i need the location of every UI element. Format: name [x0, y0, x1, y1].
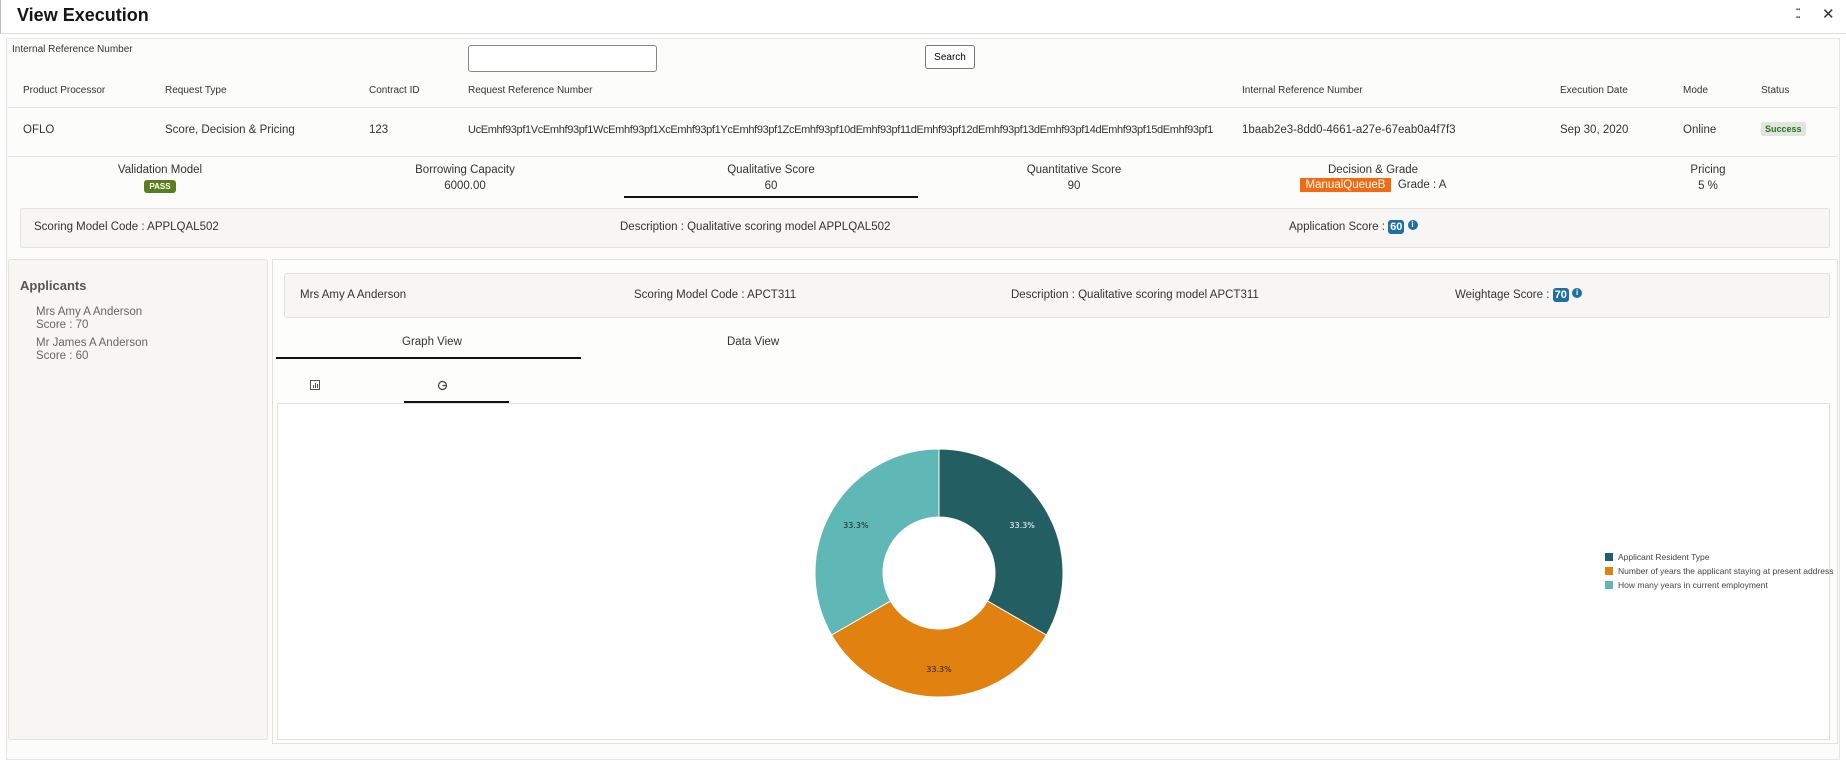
- pricing-value: 5 %: [1698, 180, 1718, 192]
- applicant-detail-box: Mrs Amy A Anderson Scoring Model Code : …: [284, 273, 1830, 318]
- dialog-header: View Execution ⁚⁚ ✕: [0, 0, 1846, 34]
- grade-value: Grade : A: [1397, 179, 1447, 191]
- applicants-title: Applicants: [20, 278, 87, 293]
- legend-item[interactable]: How many years in current employment: [1605, 580, 1768, 590]
- decision-badge: ManualQueueB: [1299, 178, 1392, 192]
- col-header-mode: Mode: [1683, 85, 1709, 96]
- pie-chart-icon[interactable]: [437, 380, 448, 391]
- applicant-item[interactable]: Mr James A Anderson Score : 60: [36, 337, 148, 363]
- applicant-item[interactable]: Mrs Amy A Anderson Score : 70: [36, 306, 142, 332]
- active-chart-underline: [404, 401, 509, 403]
- cell-mode: Online: [1683, 124, 1717, 136]
- col-header-request-type: Request Type: [165, 85, 227, 96]
- divider: [8, 156, 1838, 157]
- legend-label: Applicant Resident Type: [1618, 552, 1710, 562]
- chart-container: 33.3% 33.3% 33.3%: [277, 403, 1830, 740]
- cell-execution-date: Sep 30, 2020: [1560, 124, 1629, 136]
- applicant-detail-name: Mrs Amy A Anderson: [300, 289, 407, 301]
- legend-item[interactable]: Number of years the applicant staying at…: [1605, 566, 1833, 576]
- active-tab-underline: [276, 357, 581, 359]
- validation-model: Validation Model PASS: [30, 164, 290, 193]
- search-label: Internal Reference Number: [12, 44, 133, 55]
- legend-item[interactable]: Applicant Resident Type: [1605, 552, 1710, 562]
- search-button[interactable]: Search: [925, 45, 975, 69]
- info-icon[interactable]: i: [1572, 288, 1583, 298]
- borrowing-capacity-label: Borrowing Capacity: [415, 164, 515, 176]
- scoring-description: Description : Qualitative scoring model …: [620, 221, 891, 233]
- active-tab-underline: [624, 196, 918, 198]
- slice-label: 33.3%: [843, 521, 869, 530]
- donut-slice[interactable]: [830, 600, 1048, 698]
- qualitative-score-value: 60: [764, 180, 778, 192]
- legend-swatch: [1605, 581, 1613, 589]
- weightage-score: Weightage Score : 70 i: [1455, 288, 1583, 302]
- qualitative-score-tab[interactable]: Qualitative Score 60: [641, 164, 901, 192]
- donut-slice[interactable]: [938, 448, 1064, 636]
- applicant-score: Score : 70: [36, 319, 89, 331]
- scoring-model-box: Scoring Model Code : APPLQAL502 Descript…: [20, 208, 1830, 248]
- cell-product-processor: OFLO: [23, 124, 55, 136]
- pass-badge: PASS: [144, 180, 176, 193]
- quantitative-score-label: Quantitative Score: [1026, 164, 1122, 176]
- applicants-panel: Applicants Mrs Amy A Anderson Score : 70…: [8, 259, 268, 740]
- col-header-product-processor: Product Processor: [23, 85, 106, 96]
- info-icon[interactable]: i: [1407, 220, 1418, 230]
- divider: [8, 107, 1838, 108]
- cell-contract-id: 123: [369, 124, 389, 136]
- quantitative-score-value: 90: [1067, 180, 1081, 192]
- donut-slice[interactable]: [814, 448, 940, 636]
- cell-request-type: Score, Decision & Pricing: [165, 124, 295, 136]
- decision-grade-label: Decision & Grade: [1327, 164, 1419, 176]
- legend-label: How many years in current employment: [1618, 580, 1768, 590]
- decision-grade: Decision & Grade ManualQueueB Grade : A: [1243, 164, 1503, 192]
- status-badge: Success: [1761, 122, 1806, 136]
- donut-chart: 33.3% 33.3% 33.3%: [814, 448, 1064, 698]
- applicant-name: Mr James A Anderson: [36, 337, 148, 349]
- legend-label: Number of years the applicant staying at…: [1618, 566, 1834, 576]
- applicant-description: Description : Qualitative scoring model …: [1011, 289, 1259, 301]
- col-header-execution-date: Execution Date: [1560, 85, 1628, 96]
- tab-graph-view[interactable]: Graph View: [402, 336, 462, 348]
- close-icon[interactable]: ✕: [1822, 6, 1835, 23]
- borrowing-capacity-value: 6000.00: [444, 180, 486, 192]
- page-title: View Execution: [17, 5, 149, 25]
- application-score-label: Application Score :: [1289, 221, 1385, 233]
- col-header-contract-id: Contract ID: [369, 85, 420, 96]
- quantitative-score-tab[interactable]: Quantitative Score 90: [944, 164, 1204, 192]
- application-score-badge: 60: [1388, 220, 1405, 234]
- cell-request-reference: UcEmhf93pf1VcEmhf93pf1WcEmhf93pf1XcEmhf9…: [468, 124, 1213, 136]
- pricing-label: Pricing: [1690, 164, 1726, 176]
- col-header-status: Status: [1761, 85, 1790, 96]
- internal-reference-input[interactable]: [468, 45, 657, 72]
- cell-internal-reference: 1baab2e3-8dd0-4661-a27e-67eab0a4f7f3: [1242, 124, 1456, 136]
- applicant-model-code: Scoring Model Code : APCT311: [634, 289, 797, 301]
- bar-chart-icon[interactable]: [310, 380, 320, 390]
- legend-swatch: [1605, 567, 1613, 575]
- weightage-score-badge: 70: [1552, 288, 1569, 302]
- legend-swatch: [1605, 553, 1613, 561]
- scoring-model-code: Scoring Model Code : APPLQAL502: [34, 221, 219, 233]
- applicant-score: Score : 60: [36, 350, 89, 362]
- tab-data-view[interactable]: Data View: [727, 336, 780, 348]
- validation-model-label: Validation Model: [117, 164, 203, 176]
- qualitative-score-label: Qualitative Score: [727, 164, 815, 176]
- application-score: Application Score : 60 i: [1289, 220, 1418, 234]
- col-header-internal-reference: Internal Reference Number: [1242, 85, 1363, 96]
- collapse-icon[interactable]: ⁚⁚: [1795, 6, 1801, 21]
- slice-label: 33.3%: [1009, 521, 1035, 530]
- applicant-name: Mrs Amy A Anderson: [36, 306, 143, 318]
- col-header-request-reference: Request Reference Number: [468, 85, 593, 96]
- pricing: Pricing 5 %: [1578, 164, 1838, 192]
- weightage-score-label: Weightage Score :: [1455, 289, 1550, 301]
- slice-label: 33.3%: [926, 665, 952, 674]
- borrowing-capacity: Borrowing Capacity 6000.00: [335, 164, 595, 192]
